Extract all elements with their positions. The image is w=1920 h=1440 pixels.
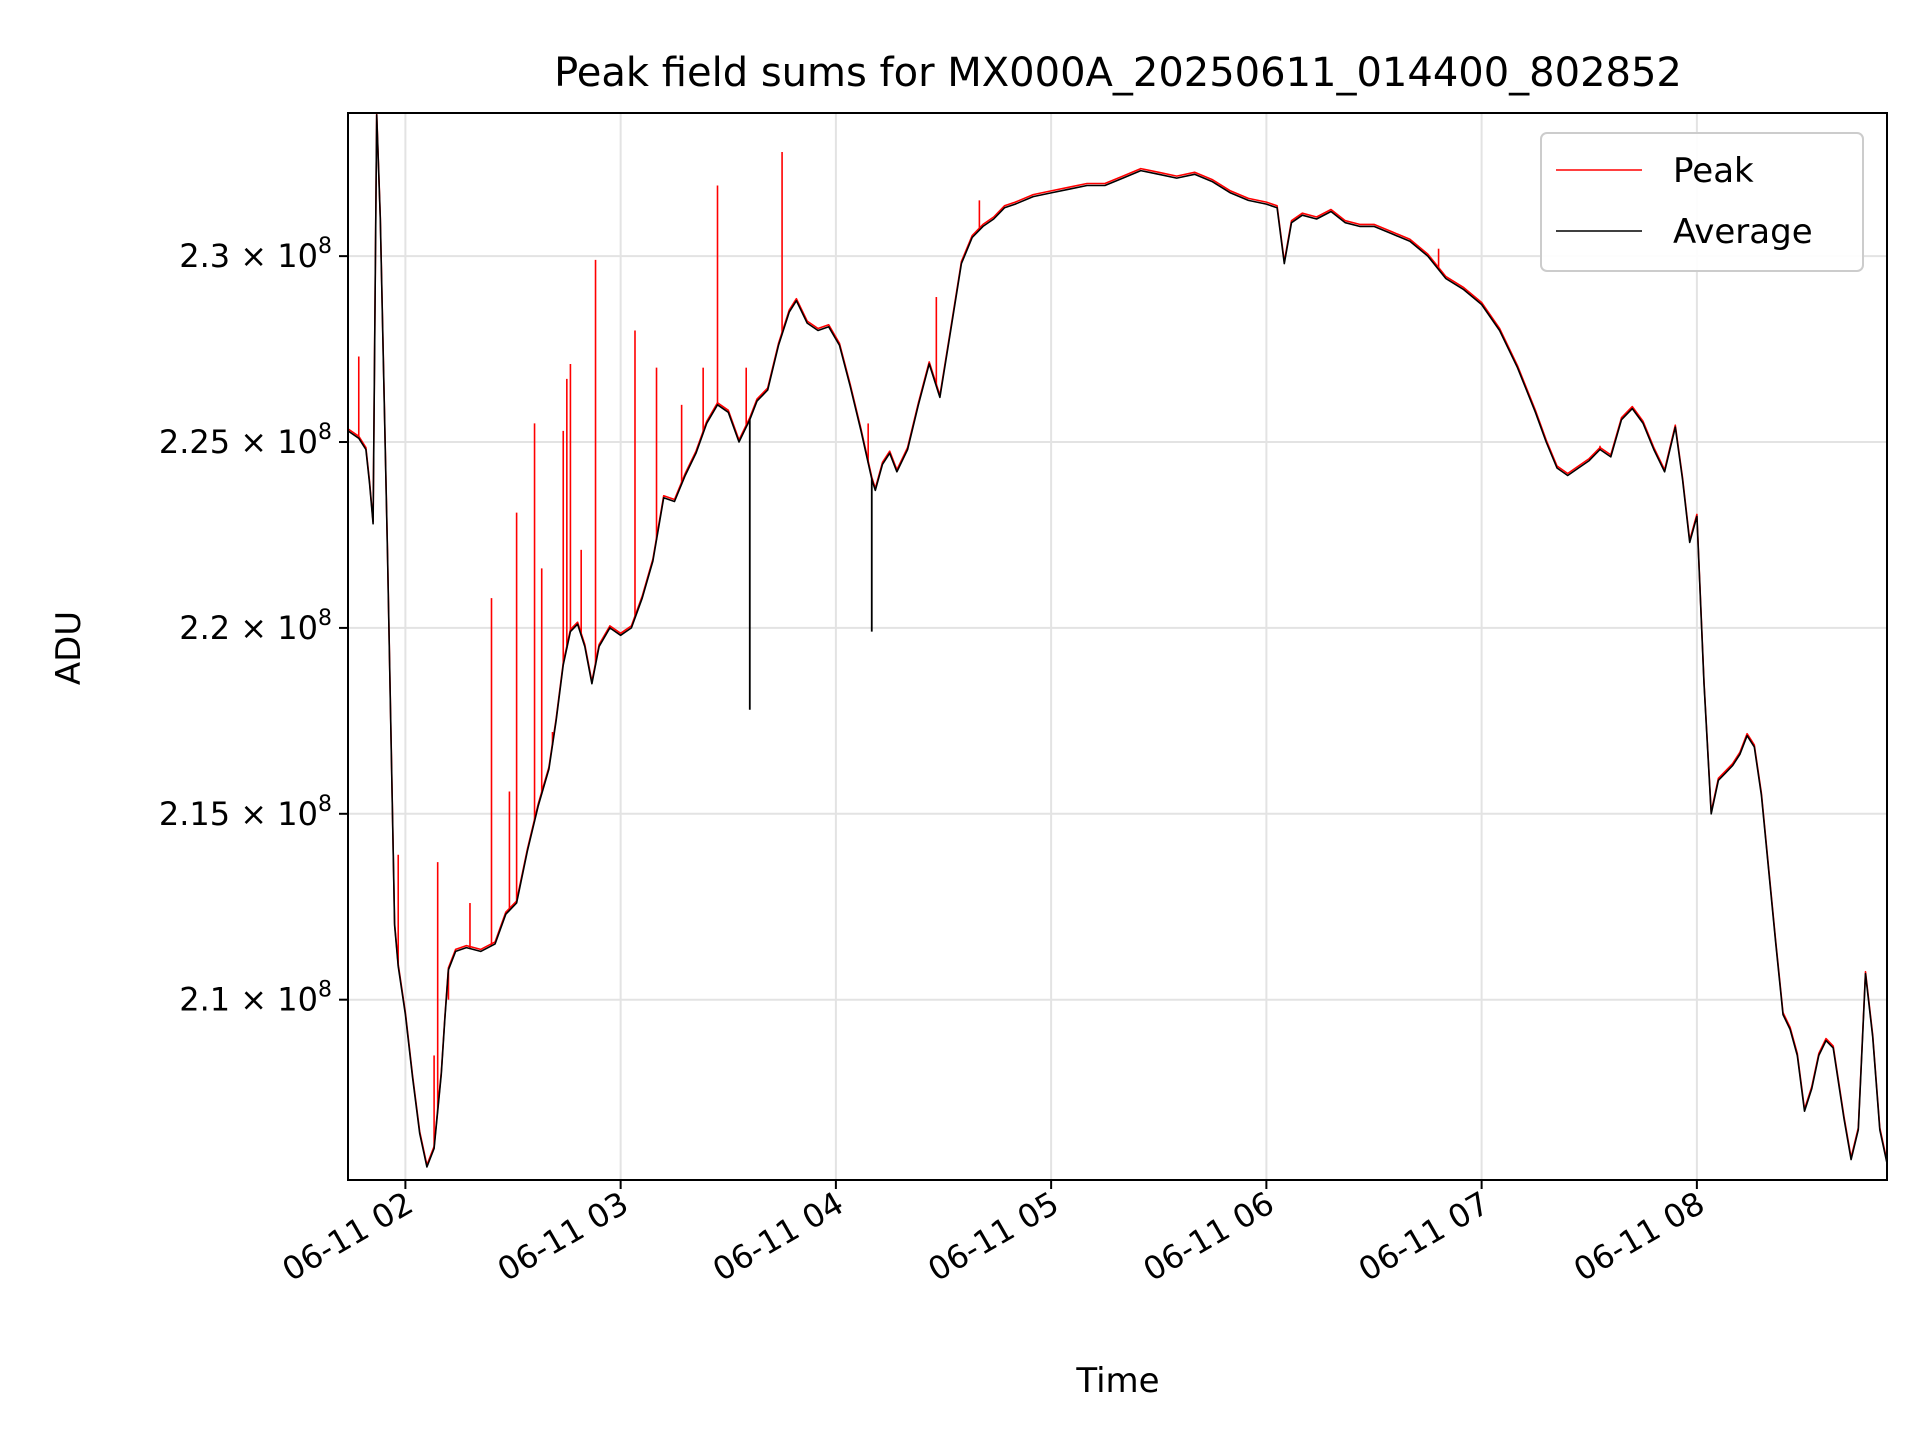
y-tick-label: 2.1 × 108 [179, 978, 332, 1019]
series-average-line [347, 114, 1888, 1168]
legend-box [1540, 132, 1864, 272]
chart-title: Peak field sums for MX000A_20250611_0144… [554, 50, 1682, 96]
y-tick-label: 2.15 × 108 [159, 792, 332, 833]
legend: Peak Average [1540, 132, 1864, 272]
y-tick-label: 2.2 × 108 [179, 606, 332, 647]
series-layer [347, 112, 1888, 1168]
y-tick-label: 2.25 × 108 [159, 420, 332, 461]
x-axis-label: Time [1075, 1361, 1159, 1401]
y-axis-label: ADU [49, 611, 89, 685]
plot-frame [347, 112, 1888, 1181]
grid-lines [348, 113, 1887, 1180]
legend-label-average: Average [1673, 212, 1813, 252]
y-tick-label: 2.3 × 108 [179, 234, 332, 275]
y-axis-ticks: 2.1 × 108 2.15 × 108 2.2 × 108 2.25 × 108 2.… [159, 234, 348, 1019]
legend-label-peak: Peak [1673, 151, 1754, 191]
